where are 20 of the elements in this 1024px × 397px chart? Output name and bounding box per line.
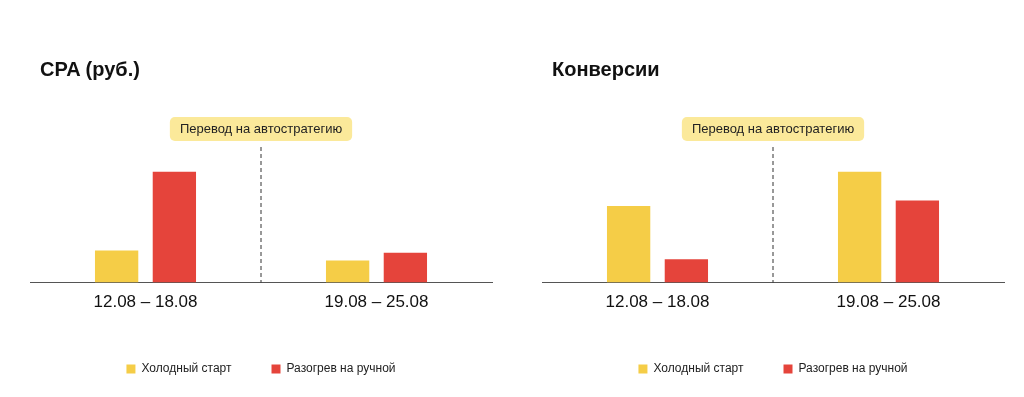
bar [94,250,139,283]
legend-label: Разогрев на ручной [286,361,396,376]
bar [325,260,370,283]
legend-label: Холодный старт [653,361,745,376]
x-tick-label: 19.08 – 25.08 [836,292,941,312]
chart-title: Конверсии [552,58,660,81]
x-tick-label: 12.08 – 18.08 [605,292,710,312]
text: Перевод на автостратегию [179,120,343,136]
x-tick-label: 12.08 – 18.08 [93,292,198,312]
legend-label: Холодный старт [141,361,233,376]
bar [895,200,940,283]
bar [664,259,709,283]
bar [837,171,882,283]
chart-title: CPA (руб.) [40,58,140,81]
bar [383,252,428,283]
x-tick-label: 19.08 – 25.08 [324,292,429,312]
bar [152,171,197,283]
legend-label: Разогрев на ручной [798,361,908,376]
text: Перевод на автостратегию [691,120,855,136]
bar [606,206,651,283]
